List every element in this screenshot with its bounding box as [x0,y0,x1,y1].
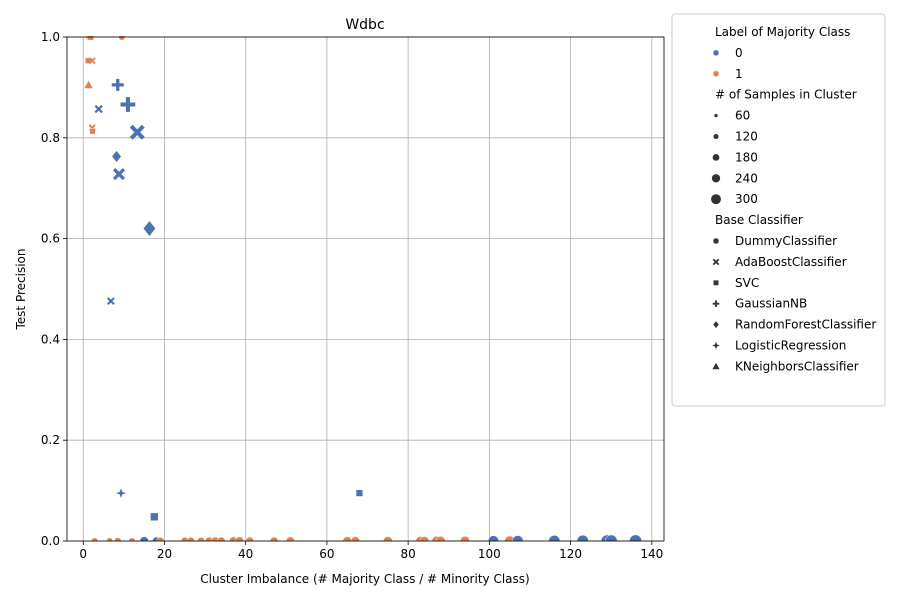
legend-marker [712,258,720,266]
legend-marker [712,237,720,245]
data-point [142,220,156,237]
data-point [150,512,159,521]
legend-section-title: # of Samples in Cluster [715,88,857,102]
data-point [129,124,145,140]
data-point [512,535,524,541]
data-point [106,537,114,541]
legend-section-title: Base Classifier [715,213,803,227]
legend-marker [712,70,720,78]
legend-marker [712,320,720,329]
legend-item-label: KNeighborsClassifier [735,359,859,373]
data-point [504,535,515,541]
data-point [116,488,126,498]
x-tick-label: 100 [478,547,501,561]
axis-ticks: 0 20 40 60 80 100 120 140 0.0 0.2 0.4 0.6 0.8 1.0 [41,30,663,561]
data-point [89,128,96,135]
data-point [285,536,295,541]
plot-frame [66,36,665,542]
legend-item-label: 60 [735,109,750,123]
legend-marker [713,279,719,286]
y-tick-label: 1.0 [41,30,60,44]
data-point [629,534,643,541]
legend: Label of Majority Class 0 1 # of Samples in… [671,13,886,407]
x-tick-label: 80 [401,547,416,561]
legend-section-title: Label of Majority Class [715,25,850,39]
legend-marker [712,133,720,140]
legend-item-label: 120 [735,130,758,144]
chart-title: Wdbc [345,17,384,33]
data-point [111,150,122,163]
legend-marker [711,173,721,183]
x-tick-label: 40 [238,547,253,561]
data-point [604,534,618,541]
data-point [383,536,393,541]
data-point [576,534,589,541]
grid-lines [67,36,664,542]
data-point [128,537,136,541]
y-tick-label: 0.2 [41,433,60,447]
data-point [419,536,430,541]
data-point [91,537,99,541]
y-tick-label: 0.0 [41,534,60,548]
legend-marker [713,113,719,118]
data-point [355,489,364,497]
data-point [111,78,124,91]
legend-item-label: 180 [735,150,758,164]
data-point [112,168,126,181]
legend-item-label: LogisticRegression [735,339,846,353]
y-tick-label: 0.8 [41,131,60,145]
legend-marker [712,341,720,350]
x-tick-label: 140 [640,547,663,561]
legend-item-label: GaussianNB [735,297,807,311]
y-axis-label: Test Precision [14,249,28,331]
legend-item-label: 0 [735,46,743,60]
legend-marker [712,300,720,307]
legend-item-label: DummyClassifier [735,234,837,248]
data-point [106,297,115,305]
legend-item-label: SVC [735,276,759,290]
legend-item-label: 240 [735,171,758,185]
legend-marker [712,362,720,370]
x-tick-label: 0 [79,547,87,561]
legend-marker [712,153,720,162]
legend-item-label: 1 [735,67,743,81]
legend-marker [712,49,720,57]
legend-item-label: RandomForestClassifier [735,318,876,332]
y-tick-label: 0.4 [41,332,60,346]
y-tick-label: 0.6 [41,232,60,246]
data-point [84,80,93,89]
data-point [120,97,136,112]
data-points [84,36,643,541]
x-tick-label: 60 [319,547,334,561]
legend-item-label: AdaBoostClassifier [735,255,847,269]
data-point [235,536,245,541]
x-tick-label: 120 [559,547,582,561]
x-axis-label: Cluster Imbalance (# Majority Class / # … [200,572,529,586]
data-point [94,104,103,114]
legend-marker [710,193,722,205]
x-tick-label: 20 [157,547,172,561]
data-point [88,57,96,65]
legend-frame [671,13,886,407]
legend-item-label: 300 [735,192,758,206]
